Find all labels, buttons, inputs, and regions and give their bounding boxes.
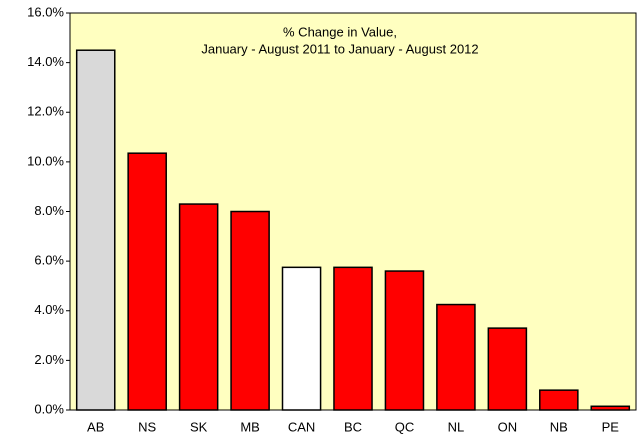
x-tick-label: MB — [240, 419, 260, 434]
y-tick-label: 6.0% — [34, 253, 64, 268]
chart-title: % Change in Value, — [283, 24, 397, 39]
bar — [230, 210, 270, 411]
bar — [384, 270, 425, 411]
x-tick-label: NS — [138, 419, 156, 434]
bar — [281, 266, 322, 411]
x-tick-label: NL — [448, 419, 465, 434]
y-tick-label: 10.0% — [27, 153, 64, 168]
bar — [75, 49, 116, 411]
bar — [590, 405, 631, 411]
x-tick-label: SK — [190, 419, 208, 434]
bar — [436, 303, 476, 411]
x-tick-label: BC — [344, 419, 362, 434]
y-tick-label: 12.0% — [27, 104, 64, 119]
y-tick-label: 2.0% — [34, 352, 64, 367]
y-tick-label: 14.0% — [27, 54, 64, 69]
y-tick-label: 8.0% — [34, 203, 64, 218]
x-tick-label: QC — [395, 419, 415, 434]
x-tick-label: PE — [602, 419, 620, 434]
bar — [127, 152, 167, 411]
x-tick-label: NB — [550, 419, 568, 434]
chart-title: January - August 2011 to January - Augus… — [201, 41, 478, 56]
y-tick-label: 16.0% — [27, 4, 64, 19]
y-tick-label: 0.0% — [34, 401, 64, 416]
bar — [539, 389, 579, 411]
x-tick-label: CAN — [288, 419, 315, 434]
bar — [487, 327, 528, 411]
bar — [333, 266, 373, 411]
x-tick-label: AB — [87, 419, 104, 434]
x-tick-label: ON — [498, 419, 518, 434]
y-tick-label: 4.0% — [34, 302, 64, 317]
bar — [178, 203, 219, 411]
